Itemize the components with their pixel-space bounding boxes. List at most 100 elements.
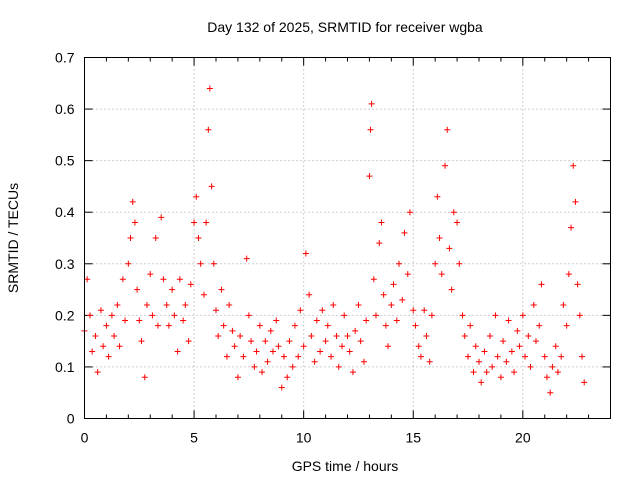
- data-point: [127, 235, 134, 241]
- data-point: [380, 291, 387, 298]
- data-point: [205, 126, 212, 133]
- data-point: [180, 317, 187, 324]
- data-point: [245, 312, 252, 319]
- x-axis-label: GPS time / hours: [292, 458, 399, 474]
- data-point: [330, 302, 337, 309]
- data-point: [251, 363, 258, 370]
- data-point: [264, 358, 271, 365]
- data-point: [352, 327, 359, 334]
- data-point: [273, 317, 280, 324]
- data-point: [278, 384, 285, 391]
- data-point: [572, 198, 579, 205]
- data-point: [349, 369, 356, 376]
- data-point: [223, 353, 230, 360]
- data-point: [444, 126, 451, 133]
- data-point: [322, 338, 329, 345]
- data-point: [415, 343, 422, 350]
- y-tick-label: 0.4: [55, 204, 75, 220]
- data-point: [505, 317, 512, 324]
- data-point: [532, 338, 539, 345]
- data-point: [543, 374, 550, 381]
- data-point: [530, 302, 537, 309]
- data-point: [438, 271, 445, 278]
- data-point: [154, 322, 161, 329]
- data-point: [461, 332, 468, 339]
- data-point: [404, 271, 411, 278]
- data-point: [193, 193, 200, 200]
- x-tick-label: 0: [81, 430, 89, 446]
- data-point: [511, 369, 518, 376]
- data-point: [536, 322, 543, 329]
- data-point: [208, 183, 215, 190]
- data-point: [160, 276, 167, 283]
- data-point: [226, 302, 233, 309]
- data-point: [187, 281, 194, 288]
- data-point: [313, 317, 320, 324]
- data-point: [176, 276, 183, 283]
- data-point: [467, 322, 474, 329]
- data-point: [432, 260, 439, 267]
- data-point: [297, 307, 304, 314]
- data-point: [122, 317, 129, 324]
- data-point: [280, 353, 287, 360]
- data-point: [500, 338, 507, 345]
- y-axis-label: SRMTID / TECUs: [5, 183, 21, 293]
- data-point: [333, 332, 340, 339]
- data-point: [421, 307, 428, 314]
- data-point: [367, 126, 374, 133]
- data-point: [185, 338, 192, 345]
- data-point: [410, 307, 417, 314]
- data-point: [547, 389, 554, 396]
- data-point: [508, 348, 515, 355]
- data-point: [302, 250, 309, 257]
- data-point: [454, 219, 461, 226]
- x-tick-label: 20: [515, 430, 531, 446]
- data-point: [218, 286, 225, 293]
- y-tick-label: 0.1: [55, 359, 75, 375]
- data-point: [163, 302, 170, 309]
- data-point: [489, 363, 496, 370]
- data-point: [220, 322, 227, 329]
- y-tick-label: 0.5: [55, 153, 75, 169]
- data-point: [229, 327, 236, 334]
- data-point: [385, 343, 392, 350]
- data-point: [554, 369, 561, 376]
- plot-frame: [84, 57, 611, 419]
- data-point: [100, 343, 107, 350]
- data-point: [494, 353, 501, 360]
- data-point: [92, 332, 99, 339]
- data-point: [147, 271, 154, 278]
- data-point: [152, 235, 159, 241]
- data-point: [456, 260, 463, 267]
- data-point: [541, 353, 548, 360]
- data-point: [114, 302, 121, 309]
- data-point: [259, 369, 266, 376]
- data-point: [317, 348, 324, 355]
- data-point: [563, 322, 570, 329]
- data-point: [308, 332, 315, 339]
- data-point: [131, 219, 138, 226]
- data-point: [97, 307, 104, 314]
- data-point: [256, 322, 263, 329]
- axes: 0 0.1 0.2 0.3 0.4 0.5 0.6 0.7 0 5 10 15 20: [55, 50, 611, 446]
- data-point: [275, 343, 282, 350]
- data-point: [360, 358, 367, 365]
- data-point: [105, 353, 112, 360]
- data-point: [357, 338, 364, 345]
- data-point: [549, 363, 556, 370]
- data-point: [552, 343, 559, 350]
- data-point: [289, 363, 296, 370]
- data-point: [450, 209, 457, 216]
- data-point: [119, 276, 126, 283]
- data-point: [568, 224, 575, 231]
- data-point: [237, 332, 244, 339]
- data-point: [576, 312, 583, 319]
- data-point: [514, 327, 521, 334]
- data-point: [171, 312, 178, 319]
- data-point: [306, 291, 313, 298]
- data-point: [213, 307, 219, 314]
- y-tick-label: 0: [67, 411, 75, 427]
- data-point: [286, 338, 293, 345]
- chart-title: Day 132 of 2025, SRMTID for receiver wgb…: [207, 19, 483, 35]
